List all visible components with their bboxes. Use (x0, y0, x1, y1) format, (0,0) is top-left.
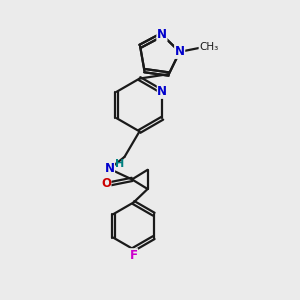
Text: H: H (116, 159, 124, 170)
Text: CH₃: CH₃ (199, 42, 218, 52)
Text: N: N (104, 162, 115, 176)
Text: F: F (130, 249, 137, 262)
Text: N: N (158, 85, 167, 98)
Text: O: O (101, 177, 111, 190)
Text: N: N (157, 28, 167, 41)
Text: N: N (175, 45, 185, 58)
